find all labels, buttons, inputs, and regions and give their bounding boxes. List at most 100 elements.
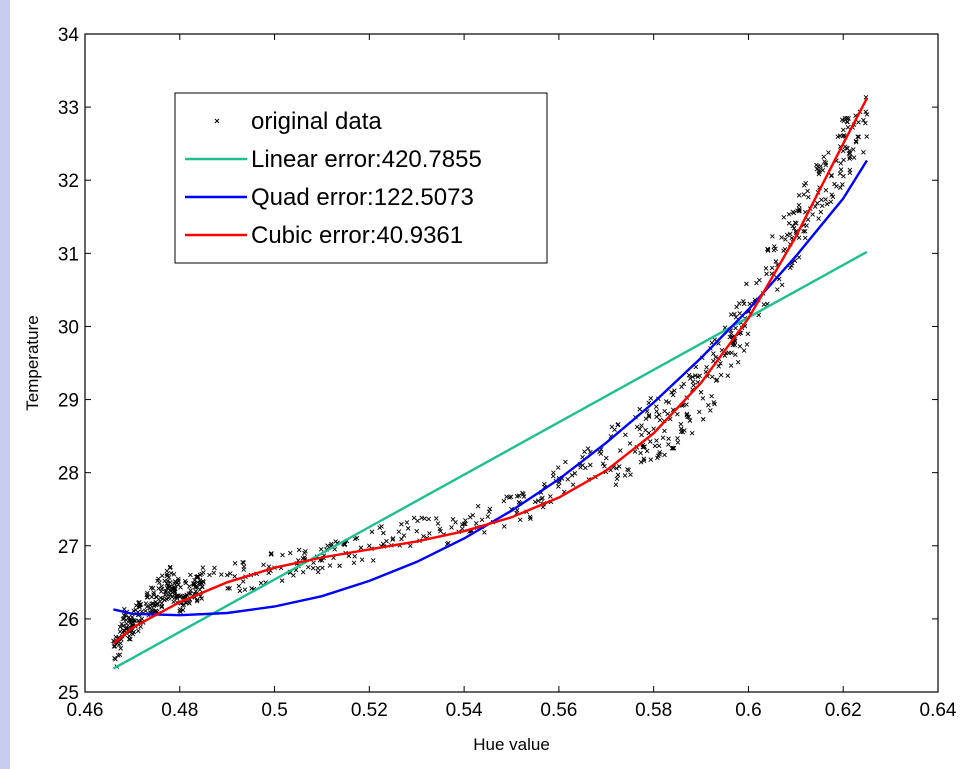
data-point — [133, 607, 138, 613]
data-point — [550, 473, 556, 479]
data-point — [300, 556, 306, 561]
data-point — [666, 436, 671, 442]
data-point — [841, 118, 847, 124]
data-point — [641, 458, 647, 464]
data-point — [626, 467, 631, 473]
data-point — [801, 228, 806, 234]
data-point — [482, 530, 487, 535]
data-point — [790, 223, 796, 229]
data-point — [532, 499, 538, 505]
y-tick-label: 31 — [58, 244, 79, 265]
data-point — [779, 282, 785, 288]
data-point — [821, 154, 827, 160]
data-point — [240, 559, 245, 565]
data-point — [840, 148, 846, 154]
data-point — [143, 608, 148, 614]
data-point — [555, 465, 561, 470]
data-point — [708, 408, 713, 413]
data-point — [855, 134, 860, 139]
plot-area — [84, 33, 939, 693]
data-point — [754, 280, 759, 286]
series-line — [112, 250, 868, 670]
data-point — [646, 414, 652, 419]
data-point — [765, 246, 770, 252]
data-point — [735, 359, 741, 365]
data-point — [718, 372, 724, 378]
data-point — [153, 602, 159, 608]
data-point — [433, 516, 439, 521]
data-point — [787, 231, 793, 237]
data-point — [690, 374, 695, 380]
line-layer — [112, 97, 868, 670]
data-point — [628, 472, 633, 478]
data-point — [802, 235, 808, 241]
legend-label: Quad error:122.5073 — [251, 184, 474, 211]
data-point — [637, 406, 643, 412]
data-point — [675, 436, 680, 441]
data-point — [460, 526, 465, 532]
data-point — [705, 402, 711, 408]
data-point — [587, 462, 593, 468]
data-point — [602, 463, 607, 469]
data-point — [725, 373, 731, 379]
y-tick-label: 34 — [58, 25, 80, 46]
data-point — [675, 411, 680, 417]
legend-label: original data — [251, 108, 382, 135]
data-point — [603, 455, 609, 461]
data-point — [508, 494, 514, 500]
data-point — [847, 167, 853, 173]
data-point — [646, 413, 652, 418]
data-point — [615, 472, 621, 478]
data-point — [763, 265, 769, 271]
data-point — [779, 235, 784, 240]
data-point — [183, 580, 189, 586]
data-point — [194, 598, 200, 604]
data-point — [775, 287, 780, 292]
x-tick-label: 0.64 — [920, 700, 957, 721]
data-point — [841, 173, 846, 179]
data-point — [856, 120, 861, 125]
data-point — [822, 159, 827, 164]
data-point — [352, 554, 358, 559]
data-point — [548, 494, 553, 499]
data-point — [864, 112, 870, 117]
data-point — [828, 199, 834, 205]
data-point — [132, 618, 138, 624]
data-point — [119, 621, 125, 627]
data-point — [711, 400, 717, 405]
data-point — [622, 473, 628, 478]
data-point — [438, 528, 443, 534]
data-point — [656, 443, 662, 449]
data-point — [310, 565, 316, 571]
data-point — [319, 558, 325, 563]
data-point — [207, 572, 212, 578]
data-point — [164, 573, 170, 579]
data-point — [115, 653, 121, 658]
data-point — [342, 542, 347, 548]
data-point — [181, 602, 187, 607]
data-point — [741, 348, 747, 353]
y-tick-label: 26 — [58, 610, 79, 631]
x-tick-label: 0.6 — [735, 700, 761, 721]
data-point — [796, 254, 802, 260]
data-point — [745, 331, 751, 337]
data-point — [697, 373, 702, 379]
data-point — [678, 429, 684, 435]
data-point — [689, 430, 695, 436]
data-point — [520, 490, 525, 496]
x-tick-label: 0.56 — [540, 700, 577, 721]
data-point — [666, 442, 671, 447]
data-point — [684, 412, 690, 418]
data-point — [623, 432, 628, 438]
data-point — [700, 395, 706, 401]
x-tick-label: 0.48 — [161, 700, 198, 721]
data-point — [670, 445, 676, 451]
data-point — [613, 482, 619, 487]
data-point — [194, 574, 199, 580]
y-tick-label: 33 — [58, 98, 79, 119]
data-point — [853, 139, 859, 145]
data-point — [127, 637, 133, 642]
data-point — [824, 201, 830, 207]
data-point — [810, 212, 815, 217]
data-point — [672, 388, 677, 393]
